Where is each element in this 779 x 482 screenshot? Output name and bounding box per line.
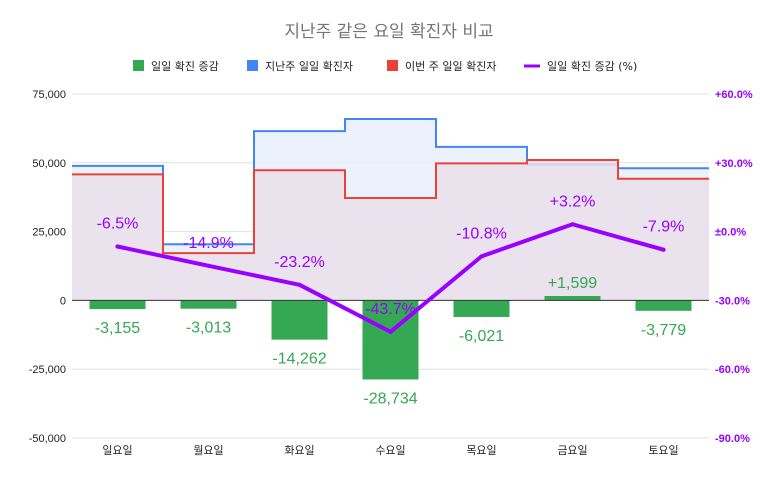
percent-point-3 xyxy=(388,329,393,334)
y-right-tick-0: +60.0% xyxy=(715,89,753,101)
y-left-tick-3: 0 xyxy=(60,295,66,307)
y-right-tick-4: -60.0% xyxy=(715,364,750,376)
legend-swatch-0 xyxy=(133,60,144,71)
bar-6 xyxy=(635,300,692,311)
x-tick-6: 토요일 xyxy=(648,443,678,457)
bar-0 xyxy=(89,300,146,310)
percent-label-2: -23.2% xyxy=(274,254,325,271)
x-tick-1: 월요일 xyxy=(193,443,223,457)
bars xyxy=(89,295,692,380)
percent-label-0: -6.5% xyxy=(97,216,139,233)
bar-label-1: -3,013 xyxy=(186,320,231,337)
bar-2 xyxy=(271,300,328,340)
x-tick-4: 목요일 xyxy=(466,443,496,457)
bar-label-0: -3,155 xyxy=(95,320,140,337)
x-tick-5: 금요일 xyxy=(557,443,587,457)
bar-4 xyxy=(453,300,510,317)
bar-label-6: -3,779 xyxy=(641,322,686,339)
percent-point-0 xyxy=(115,244,120,249)
legend-label-1: 지난주 일일 확진자 xyxy=(265,59,353,73)
percent-label-1: -14.9% xyxy=(183,235,234,252)
percent-point-2 xyxy=(297,282,302,287)
area-fill-2 xyxy=(72,160,709,301)
area-line-2 xyxy=(72,159,709,255)
bar-label-4: -6,021 xyxy=(459,328,504,345)
legend: 일일 확진 증감 지난주 일일 확진자 이번 주 일일 확진자 일일 확진 증감 (%… xyxy=(133,59,637,73)
percent-label-5: +3.2% xyxy=(550,193,596,210)
x-tick-0: 일요일 xyxy=(102,443,132,457)
percent-line xyxy=(115,222,666,334)
legend-swatch-1 xyxy=(247,60,258,71)
y-left-tick-1: 50,000 xyxy=(32,158,66,170)
bar-1 xyxy=(180,300,237,309)
bar-label-5: +1,599 xyxy=(548,275,597,292)
x-tick-2: 화요일 xyxy=(284,443,314,457)
bar-3 xyxy=(362,300,419,380)
bar-label-3: -28,734 xyxy=(363,390,417,407)
y-right-tick-3: -30.0% xyxy=(715,295,750,307)
x-tick-3: 수요일 xyxy=(375,443,405,457)
legend-label-0: 일일 확진 증감 xyxy=(151,59,219,73)
y-left-tick-0: 75,000 xyxy=(32,89,66,101)
stepped-areas xyxy=(72,118,709,301)
percent-label-3: -43.7% xyxy=(365,301,416,318)
y-left-tick-2: 25,000 xyxy=(32,227,66,239)
percent-point-5 xyxy=(570,222,575,227)
axes: 75,000 50,000 25,000 0 -25,000 -50,000 +60.0% +… xyxy=(29,89,753,457)
legend-label-2: 이번 주 일일 확진자 xyxy=(405,59,496,73)
percent-label-6: -7.9% xyxy=(643,219,685,236)
y-left-tick-5: -50,000 xyxy=(29,433,66,445)
data-labels: -3,155 -3,013 -14,262 -28,734 -6,021 +1,599 -3… xyxy=(95,193,686,407)
y-right-tick-2: ±0.0% xyxy=(715,227,746,239)
percent-point-4 xyxy=(479,254,484,259)
y-right-tick-1: +30.0% xyxy=(715,158,753,170)
y-left-tick-4: -25,000 xyxy=(29,364,66,376)
bar-label-2: -14,262 xyxy=(272,351,326,368)
legend-label-3: 일일 확진 증감 (%) xyxy=(547,59,637,73)
y-right-tick-5: -90.0% xyxy=(715,433,750,445)
percent-point-6 xyxy=(661,247,666,252)
chart-title: 지난주 같은 요일 확진자 비교 xyxy=(284,22,493,42)
legend-swatch-2 xyxy=(387,60,398,71)
percent-label-4: -10.8% xyxy=(456,225,507,242)
percent-point-1 xyxy=(206,263,211,268)
bar-5 xyxy=(544,295,601,301)
